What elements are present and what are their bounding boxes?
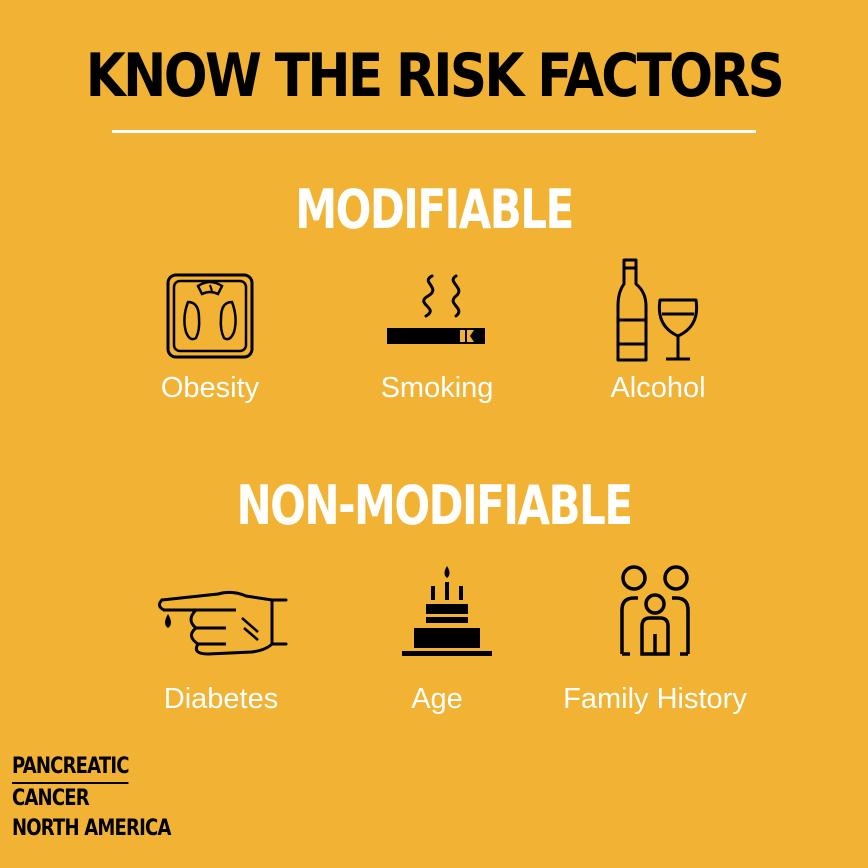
finger-blood-drop-icon (156, 586, 288, 658)
family-history-label: Family History (563, 683, 747, 715)
brand-line-3: NORTH AMERICA (12, 816, 171, 841)
title-divider (112, 130, 756, 133)
cigarette-icon (384, 272, 488, 348)
wine-bottle-glass-icon (614, 256, 702, 364)
bathroom-scale-icon (166, 272, 254, 360)
non-modifiable-heading: NON-MODIFIABLE (236, 474, 633, 537)
obesity-label: Obesity (160, 372, 260, 404)
age-label: Age (411, 683, 463, 715)
birthday-cake-icon (400, 564, 494, 656)
brand-line-2: CANCER (12, 786, 90, 811)
alcohol-label: Alcohol (610, 372, 706, 404)
diabetes-label: Diabetes (163, 683, 279, 715)
smoking-label: Smoking (380, 372, 494, 404)
family-icon (616, 564, 694, 656)
modifiable-heading: MODIFIABLE (295, 178, 574, 241)
brand-line-1: PANCREATIC (12, 752, 130, 784)
brand-logo: PANCREATIC CANCER NORTH AMERICA (12, 752, 205, 844)
page-title: KNOW THE RISK FACTORS (85, 41, 785, 111)
